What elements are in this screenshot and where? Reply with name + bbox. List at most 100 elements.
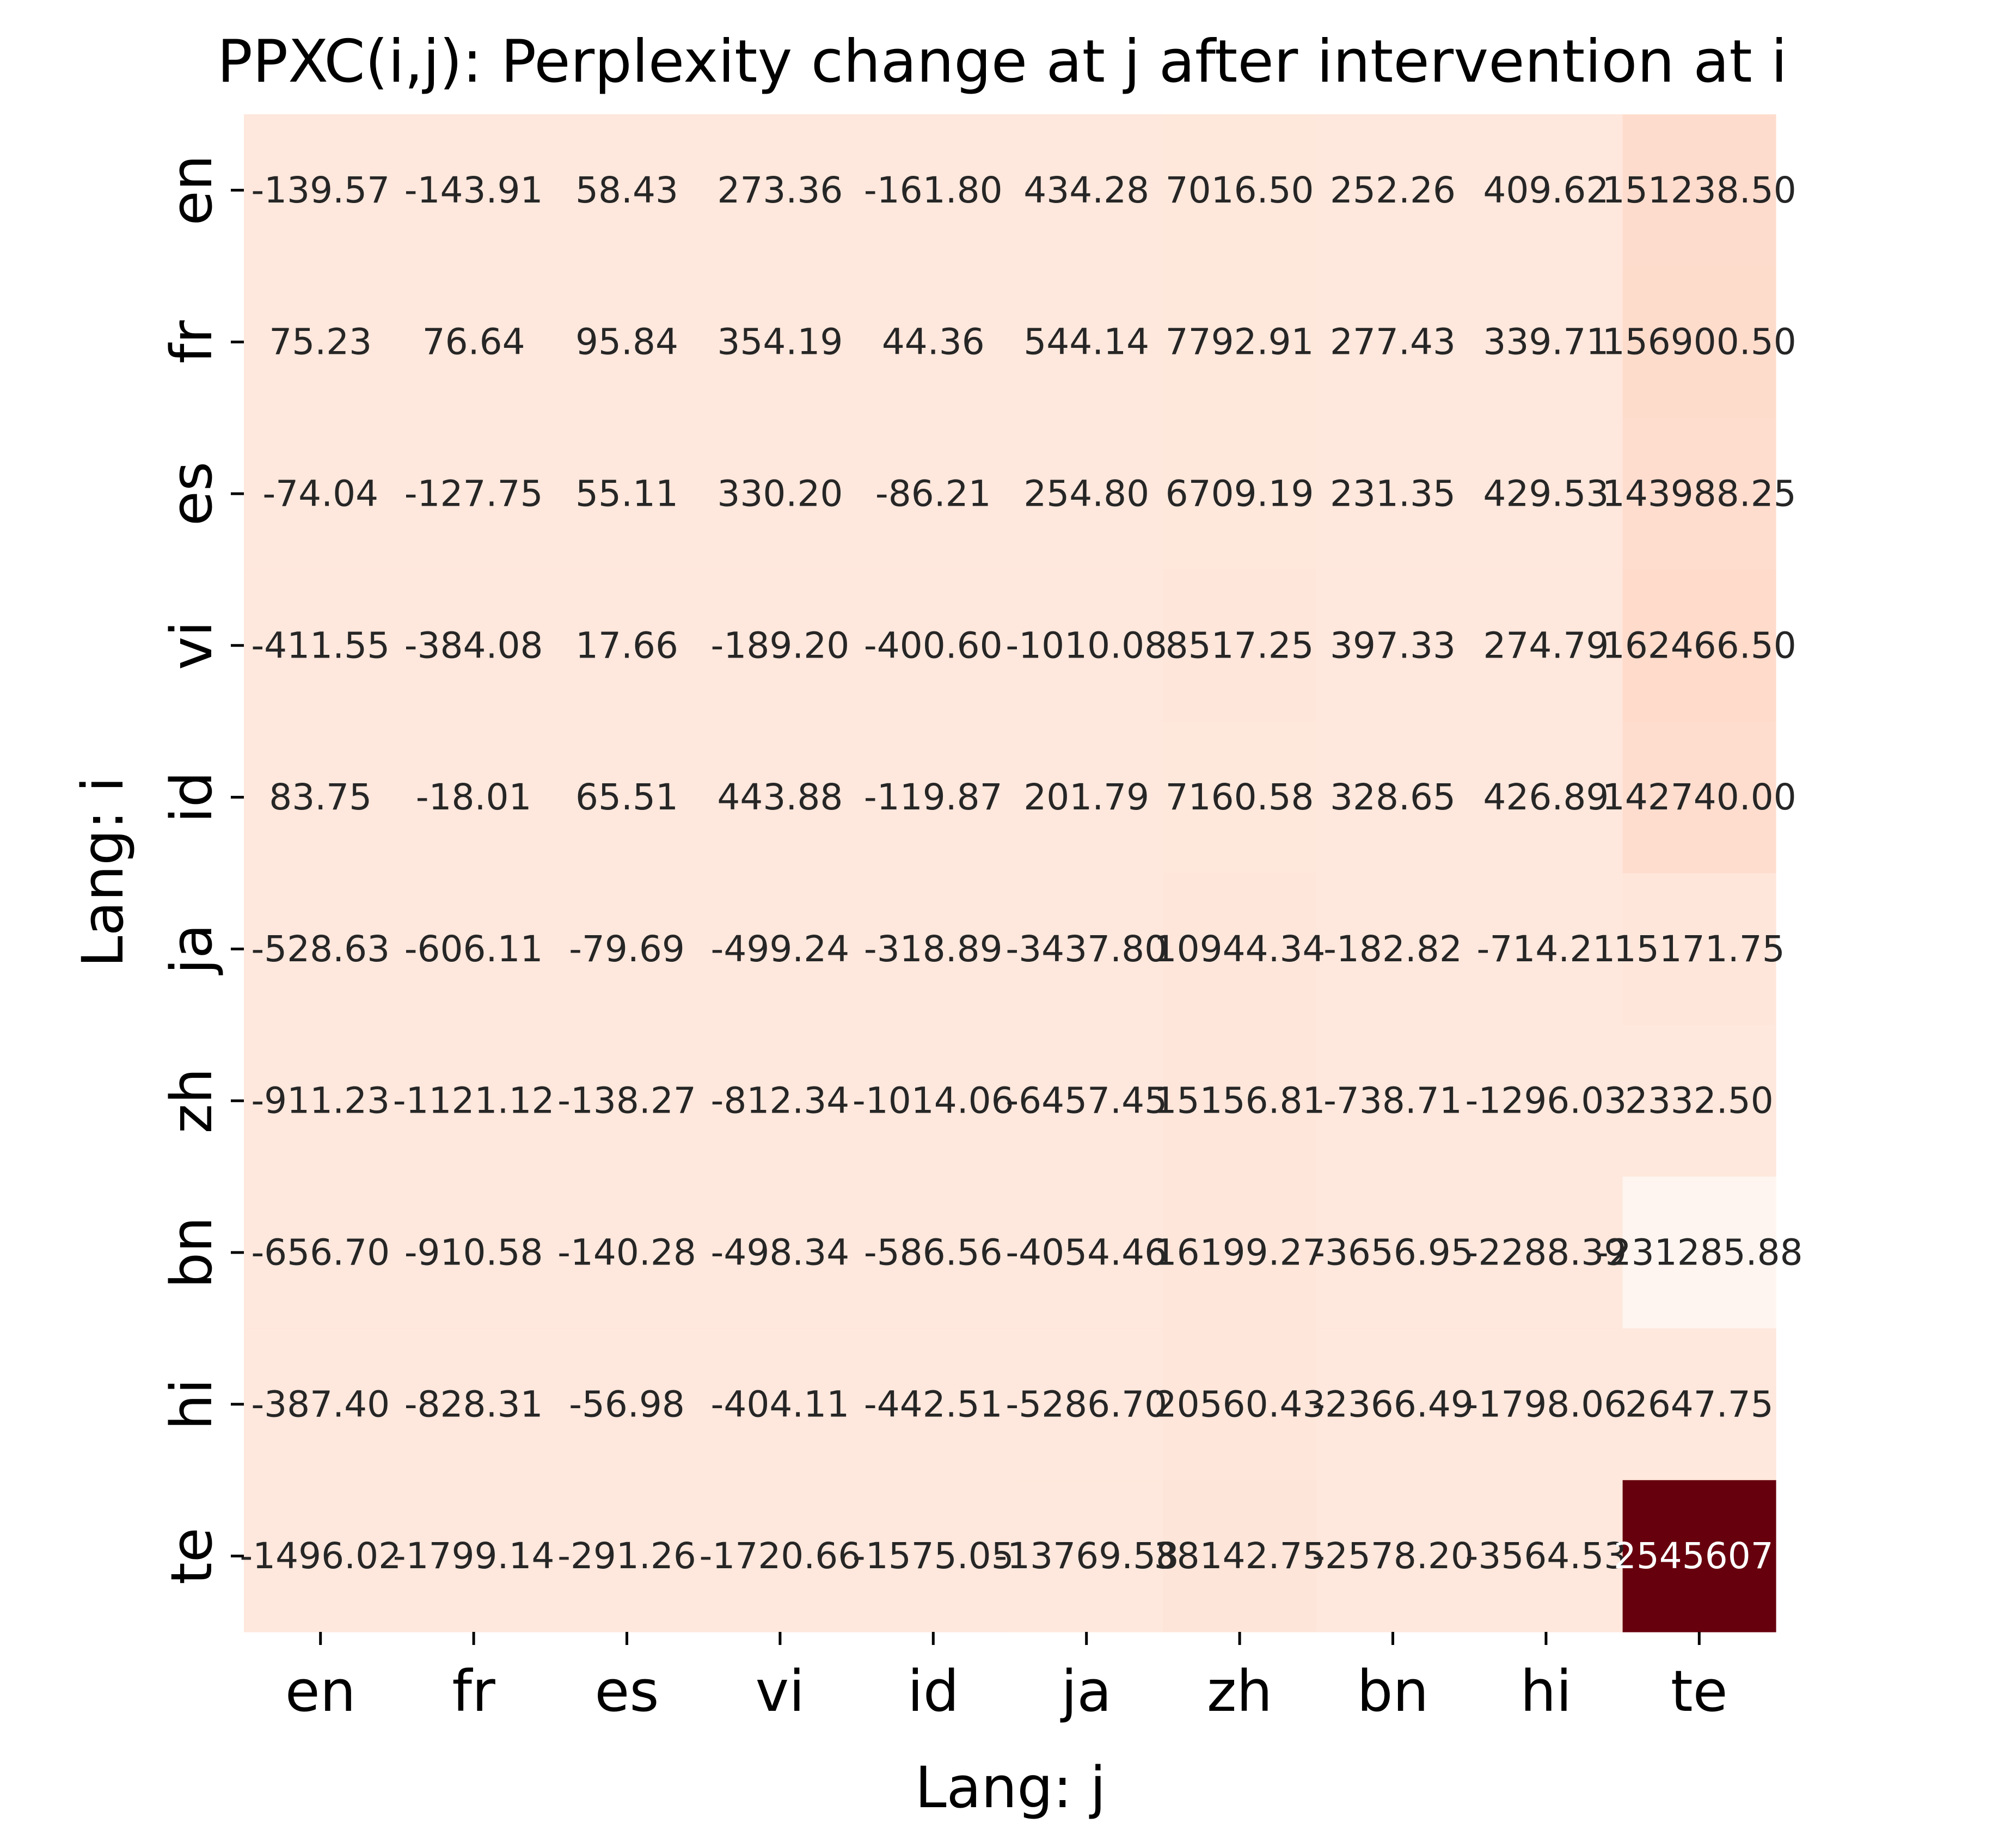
cell-value-label: 156900.50 bbox=[1602, 321, 1796, 363]
cell-value-label: -138.27 bbox=[557, 1080, 696, 1122]
heatmap-cells bbox=[244, 114, 1776, 1632]
cell-value-label: -291.26 bbox=[557, 1535, 696, 1577]
heatmap-cell-en-hi bbox=[1469, 114, 1623, 267]
heatmap-cell-id-id bbox=[856, 721, 1010, 874]
heatmap-cell-bn-en bbox=[244, 1176, 397, 1329]
cell-value-label: -74.04 bbox=[262, 473, 378, 515]
cell-value-label: -13769.58 bbox=[994, 1535, 1179, 1577]
heatmap-cell-vi-bn bbox=[1316, 569, 1470, 722]
cell-value-label: 20560.43 bbox=[1154, 1383, 1326, 1425]
cell-value-label: -1496.02 bbox=[240, 1535, 401, 1577]
cell-value-label: -411.55 bbox=[251, 624, 390, 666]
heatmap-cell-id-te bbox=[1622, 721, 1776, 874]
heatmap-cell-te-fr bbox=[397, 1480, 551, 1632]
heatmap-cell-es-hi bbox=[1469, 418, 1623, 570]
y-tick-label: es bbox=[158, 462, 225, 526]
heatmap-cell-te-id bbox=[856, 1480, 1010, 1632]
cell-value-label: 409.62 bbox=[1483, 169, 1609, 211]
heatmap-cell-vi-ja bbox=[1010, 569, 1163, 722]
y-tick-label: vi bbox=[158, 621, 225, 670]
y-tick-label: hi bbox=[158, 1378, 225, 1430]
heatmap-cell-es-en bbox=[244, 418, 397, 570]
cell-value-label: 15156.81 bbox=[1154, 1080, 1326, 1122]
cell-value-label: 544.14 bbox=[1023, 321, 1149, 363]
heatmap-cell-en-ja bbox=[1010, 114, 1163, 267]
cell-value-label: -1014.06 bbox=[853, 1080, 1014, 1122]
heatmap-cell-es-fr bbox=[397, 418, 551, 570]
cell-value-label: -56.98 bbox=[569, 1383, 685, 1425]
cell-value-label: 339.71 bbox=[1483, 321, 1609, 363]
cell-value-label: 274.79 bbox=[1483, 624, 1609, 666]
cell-value-label: 7792.91 bbox=[1166, 321, 1314, 363]
cell-value-label: -5286.70 bbox=[1005, 1383, 1167, 1425]
heatmap-cell-te-en bbox=[244, 1480, 397, 1632]
heatmap-cell-en-es bbox=[550, 114, 704, 267]
cell-value-label: -3656.95 bbox=[1312, 1232, 1474, 1274]
heatmap-cell-bn-ja bbox=[1010, 1176, 1163, 1329]
cell-value-label: 17.66 bbox=[575, 624, 678, 666]
heatmap-cell-ja-id bbox=[856, 873, 1010, 1026]
heatmap-cell-ja-en bbox=[244, 873, 397, 1026]
heatmap-cell-zh-en bbox=[244, 1024, 397, 1177]
cell-value-label: -140.28 bbox=[557, 1232, 696, 1274]
heatmap-cell-hi-te bbox=[1622, 1328, 1776, 1481]
cell-value-label: 231.35 bbox=[1330, 473, 1456, 515]
heatmap-cell-en-vi bbox=[703, 114, 857, 267]
cell-value-label: -119.87 bbox=[864, 776, 1003, 818]
heatmap-cell-te-zh bbox=[1163, 1480, 1317, 1632]
cell-value-label: -79.69 bbox=[569, 928, 685, 970]
heatmap-cell-ja-ja bbox=[1010, 873, 1163, 1026]
x-tick-label: vi bbox=[756, 1658, 805, 1724]
heatmap-cell-bn-fr bbox=[397, 1176, 551, 1329]
y-tick-label: id bbox=[158, 771, 225, 823]
cell-value-label: 330.20 bbox=[717, 473, 843, 515]
cell-value-label: -1296.03 bbox=[1466, 1080, 1627, 1122]
cell-value-label: -606.11 bbox=[404, 928, 543, 970]
cell-value-label: -828.31 bbox=[404, 1383, 543, 1425]
cell-value-label: 443.88 bbox=[717, 776, 843, 818]
x-tick-label: fr bbox=[452, 1658, 495, 1724]
cell-value-label: -4054.46 bbox=[1005, 1232, 1167, 1274]
heatmap-cell-vi-fr bbox=[397, 569, 551, 722]
cell-value-label: -442.51 bbox=[864, 1383, 1003, 1425]
heatmap-cell-fr-id bbox=[856, 266, 1010, 419]
heatmap-cell-hi-es bbox=[550, 1328, 704, 1481]
cell-value-label: 252.26 bbox=[1330, 169, 1456, 211]
cell-value-label: 58.43 bbox=[575, 169, 678, 211]
cell-value-label: -2578.20 bbox=[1312, 1535, 1474, 1577]
cell-value-label: 143988.25 bbox=[1602, 473, 1796, 515]
heatmap-cell-bn-vi bbox=[703, 1176, 857, 1329]
cell-value-label: 328.65 bbox=[1330, 776, 1456, 818]
y-axis-title: Lang: i bbox=[70, 777, 136, 968]
heatmap-cell-en-en bbox=[244, 114, 397, 267]
y-tick-label: en bbox=[158, 155, 225, 225]
cell-value-label: 254.80 bbox=[1023, 473, 1149, 515]
heatmap-cell-es-te bbox=[1622, 418, 1776, 570]
heatmap-cell-fr-ja bbox=[1010, 266, 1163, 419]
cell-value-label: -1010.08 bbox=[1005, 624, 1167, 666]
x-tick-label: hi bbox=[1520, 1658, 1572, 1724]
heatmap-cell-labels: -139.57 -143.91 58.43 273.36 -161.80 434.28 70… bbox=[240, 169, 1802, 1577]
heatmap-cell-bn-id bbox=[856, 1176, 1010, 1329]
heatmap-cell-vi-en bbox=[244, 569, 397, 722]
heatmap-cell-es-bn bbox=[1316, 418, 1470, 570]
cell-value-label: -738.71 bbox=[1323, 1080, 1462, 1122]
heatmap-cell-bn-es bbox=[550, 1176, 704, 1329]
cell-value-label: 434.28 bbox=[1023, 169, 1149, 211]
heatmap-cell-id-es bbox=[550, 721, 704, 874]
heatmap-cell-zh-te bbox=[1622, 1024, 1776, 1177]
cell-value-label: -384.08 bbox=[404, 624, 543, 666]
heatmap-cell-hi-hi bbox=[1469, 1328, 1623, 1481]
x-tick-label: bn bbox=[1357, 1658, 1429, 1724]
y-tick-label: te bbox=[158, 1527, 225, 1585]
cell-value-label: -714.21 bbox=[1477, 928, 1616, 970]
cell-value-label: -528.63 bbox=[251, 928, 390, 970]
heatmap-cell-fr-vi bbox=[703, 266, 857, 419]
cell-value-label: -1575.05 bbox=[853, 1535, 1014, 1577]
heatmap-cell-hi-bn bbox=[1316, 1328, 1470, 1481]
cell-value-label: 201.79 bbox=[1023, 776, 1149, 818]
cell-value-label: -161.80 bbox=[864, 169, 1003, 211]
cell-value-label: 55.11 bbox=[575, 473, 678, 515]
cell-value-label: 83.75 bbox=[269, 776, 372, 818]
